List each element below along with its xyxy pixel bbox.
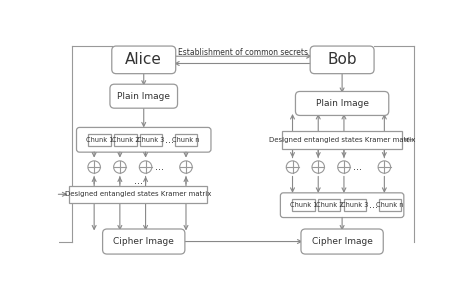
FancyBboxPatch shape — [102, 229, 185, 254]
Text: Chunk 1: Chunk 1 — [290, 202, 317, 208]
Text: Cipher Image: Cipher Image — [113, 237, 174, 246]
Text: Bob: Bob — [328, 52, 357, 67]
Text: Cipher Image: Cipher Image — [312, 237, 373, 246]
Text: Designed entangled states Kramer matrix: Designed entangled states Kramer matrix — [269, 137, 415, 143]
FancyBboxPatch shape — [110, 84, 178, 108]
Text: Establishment of common secrets: Establishment of common secrets — [178, 48, 308, 57]
Text: ...: ... — [134, 176, 143, 186]
Text: ...: ... — [360, 129, 369, 139]
FancyBboxPatch shape — [69, 185, 207, 203]
Text: ...: ... — [165, 135, 174, 145]
FancyBboxPatch shape — [318, 199, 340, 211]
FancyBboxPatch shape — [112, 46, 176, 74]
FancyBboxPatch shape — [89, 133, 111, 146]
Text: Chunk n: Chunk n — [172, 137, 200, 143]
FancyBboxPatch shape — [344, 199, 366, 211]
FancyBboxPatch shape — [282, 131, 402, 149]
Text: Designed entangled states Kramer matrix: Designed entangled states Kramer matrix — [65, 191, 211, 197]
Text: Chunk 3: Chunk 3 — [341, 202, 369, 208]
FancyBboxPatch shape — [175, 133, 197, 146]
FancyBboxPatch shape — [281, 193, 404, 217]
Text: Chunk 3: Chunk 3 — [137, 137, 165, 143]
FancyBboxPatch shape — [140, 133, 162, 146]
Text: Chunk n: Chunk n — [376, 202, 404, 208]
Text: ...: ... — [155, 162, 164, 172]
FancyBboxPatch shape — [310, 46, 374, 74]
Text: Chunk 1: Chunk 1 — [86, 137, 113, 143]
Text: ...: ... — [369, 200, 378, 210]
FancyBboxPatch shape — [76, 127, 211, 152]
Text: Chunk 2: Chunk 2 — [111, 137, 139, 143]
FancyBboxPatch shape — [379, 199, 401, 211]
Text: Chunk 2: Chunk 2 — [316, 202, 343, 208]
FancyBboxPatch shape — [292, 199, 315, 211]
Text: Plain Image: Plain Image — [316, 99, 369, 108]
Text: ...: ... — [354, 162, 363, 172]
FancyBboxPatch shape — [301, 229, 383, 254]
FancyBboxPatch shape — [295, 92, 389, 115]
Text: Plain Image: Plain Image — [117, 92, 170, 101]
FancyBboxPatch shape — [114, 133, 137, 146]
Text: Alice: Alice — [125, 52, 162, 67]
